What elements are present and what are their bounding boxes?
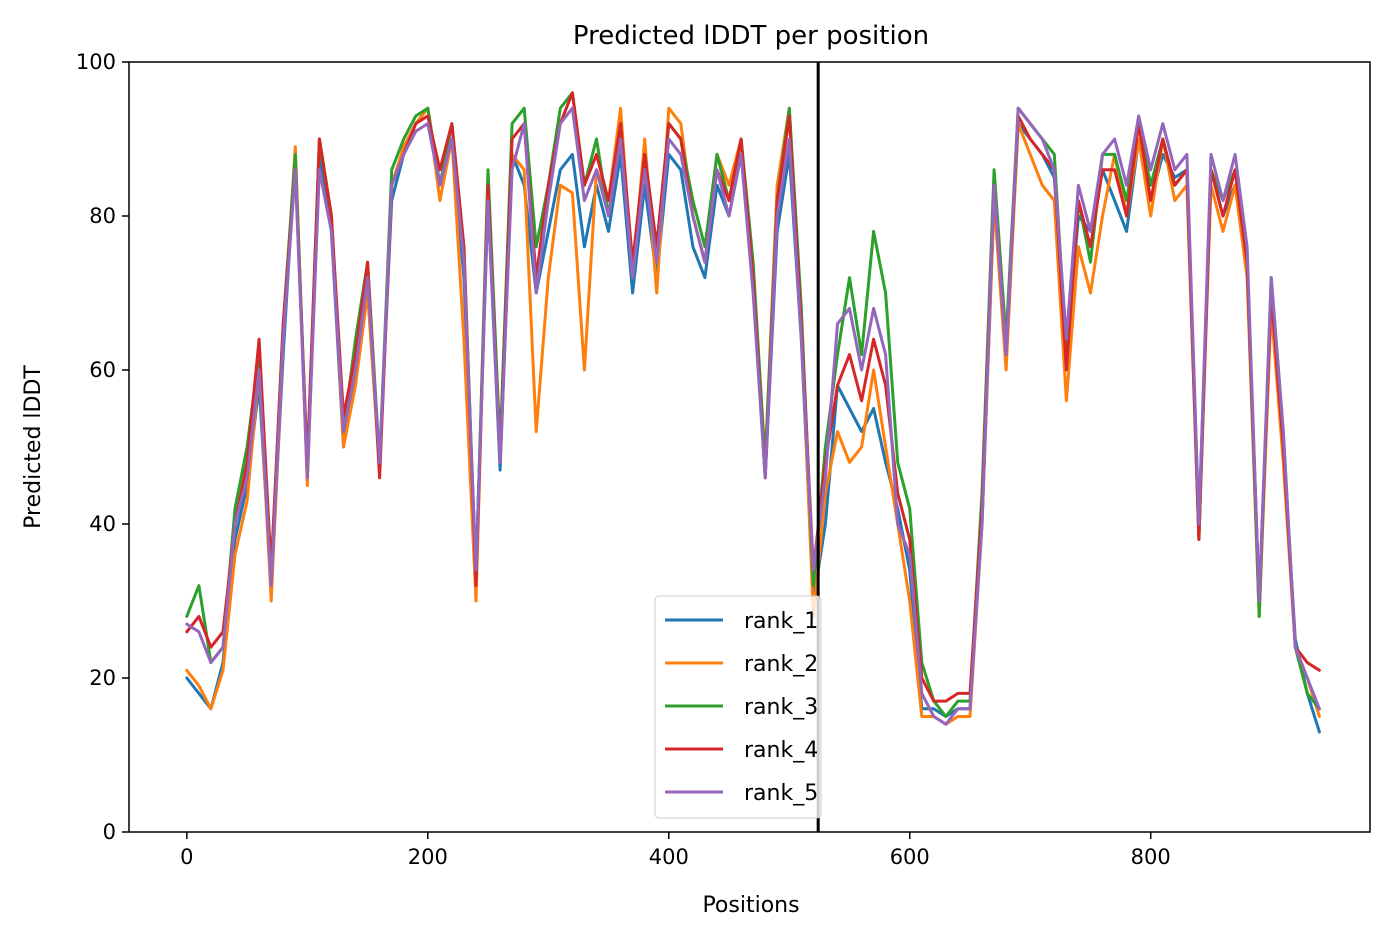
series-lines [185, 91, 1321, 734]
legend-label-rank-5: rank_5 [744, 781, 818, 806]
y-tick-label: 20 [89, 666, 116, 690]
legend-label-rank-3: rank_3 [744, 695, 818, 720]
plot-frame [128, 61, 1371, 833]
x-axis: 0 200 400 600 800 [180, 832, 1171, 869]
y-tick-label: 0 [103, 820, 116, 844]
y-tick-label: 40 [89, 512, 116, 536]
x-tick-label: 400 [649, 845, 689, 869]
series-line-rank-5 [185, 106, 1321, 726]
legend-label-rank-2: rank_2 [744, 652, 818, 677]
legend-box [654, 595, 822, 819]
x-tick-label: 200 [408, 845, 448, 869]
legend-label-rank-4: rank_4 [744, 738, 818, 763]
x-tick-label: 800 [1131, 845, 1171, 869]
legend-label-rank-1: rank_1 [744, 609, 818, 634]
y-tick-label: 100 [76, 50, 116, 74]
y-axis: 0 20 40 60 80 100 [76, 50, 129, 844]
legend: rank_1 rank_2 rank_3 rank_4 rank_5 [654, 595, 822, 819]
x-axis-title: Positions [702, 893, 799, 918]
y-tick-label: 80 [89, 204, 116, 228]
y-axis-title: Predicted lDDT [21, 365, 46, 529]
chart-title: Predicted lDDT per position [573, 21, 929, 51]
y-tick-label: 60 [89, 358, 116, 382]
x-tick-label: 600 [890, 845, 930, 869]
x-tick-label: 0 [180, 845, 193, 869]
